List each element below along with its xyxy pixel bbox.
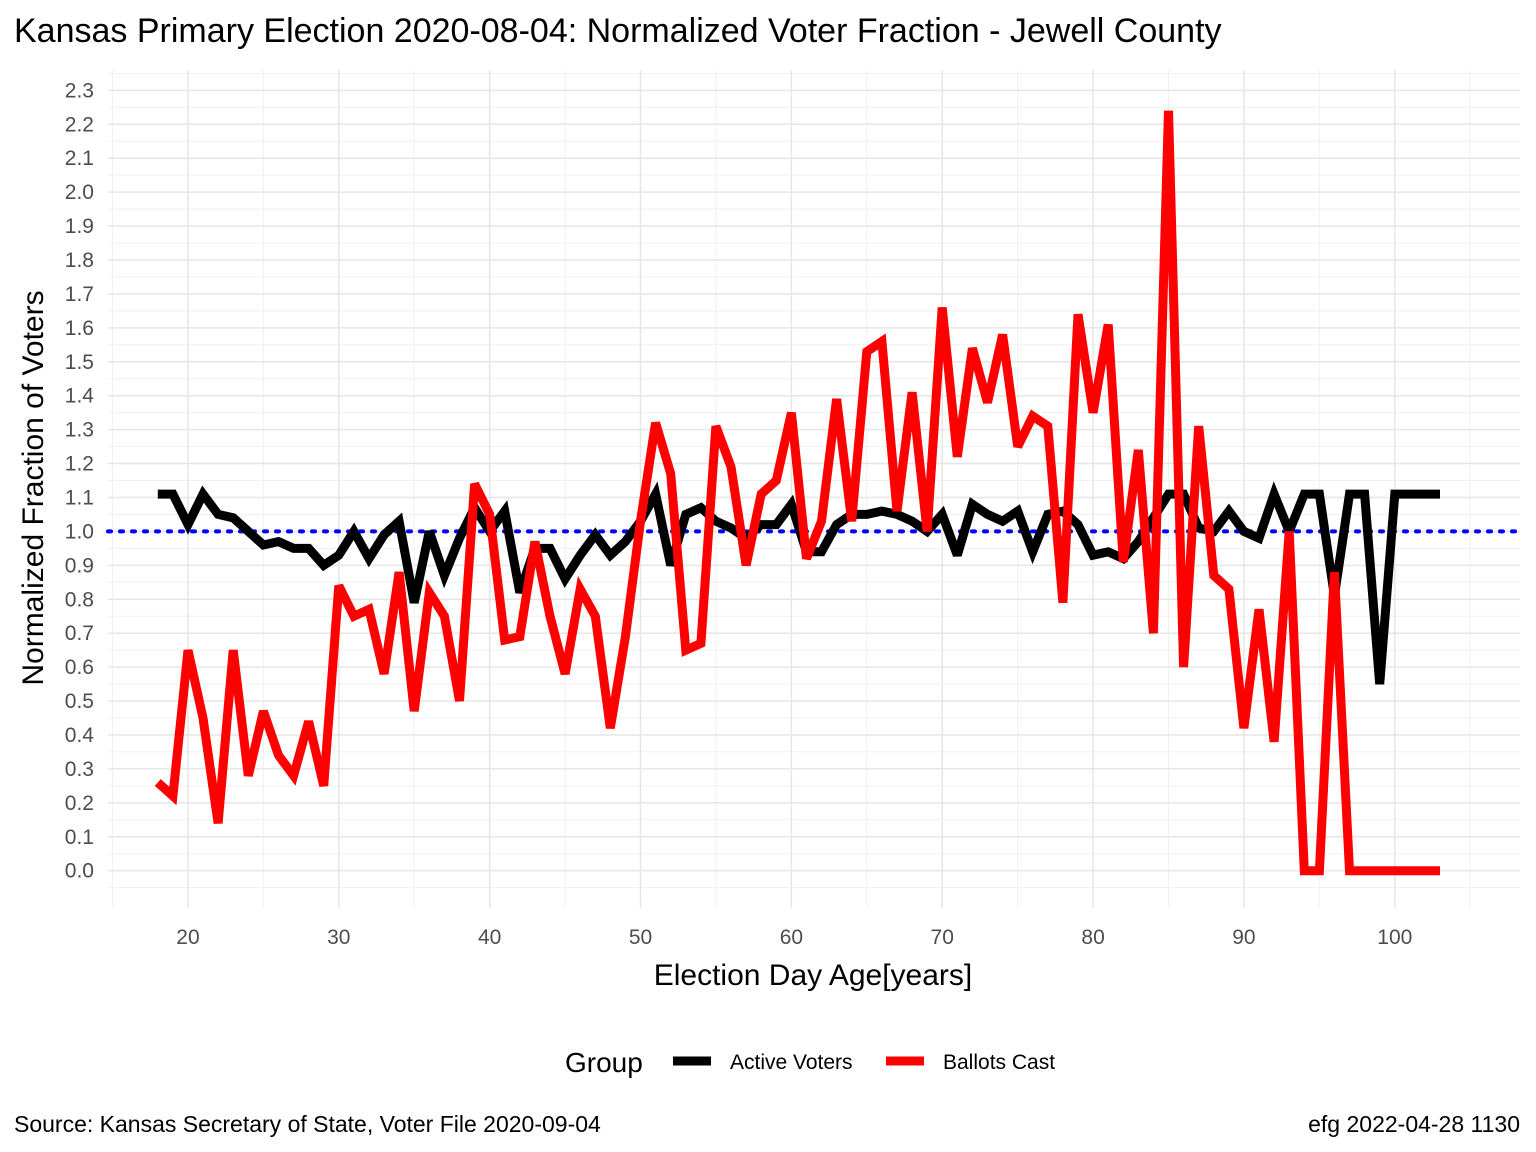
y-tick-label: 2.2 xyxy=(65,113,94,136)
y-tick-label: 0.2 xyxy=(65,792,94,815)
x-axis-title: Election Day Age[years] xyxy=(654,959,973,992)
y-tick-label: 2.0 xyxy=(65,181,94,204)
x-tick-label: 20 xyxy=(176,926,199,949)
y-tick-labels: 0.0 0.1 0.2 0.3 0.4 0.5 0.6 0.7 0.8 0.9 1.0 1.1 1.2 1… xyxy=(65,79,95,882)
legend-title: Group xyxy=(565,1047,643,1078)
minor-gridlines xyxy=(108,70,1520,908)
y-tick-label: 0.8 xyxy=(65,588,94,611)
y-tick-label: 1.4 xyxy=(65,385,95,408)
y-tick-label: 2.1 xyxy=(65,147,94,170)
x-tick-label: 80 xyxy=(1081,926,1104,949)
series-layer xyxy=(154,110,1440,876)
timestamp-caption: efg 2022-04-28 1130 xyxy=(1308,1111,1520,1137)
y-tick-label: 1.3 xyxy=(65,419,94,442)
y-axis-title: Normalized Fraction of Voters xyxy=(17,290,50,685)
y-tick-label: 1.7 xyxy=(65,283,94,306)
legend-label-active-voters: Active Voters xyxy=(730,1051,853,1074)
y-tick-label: 2.3 xyxy=(65,79,94,102)
y-tick-label: 0.5 xyxy=(65,690,94,713)
y-tick-label: 0.3 xyxy=(65,758,94,781)
x-tick-label: 40 xyxy=(478,926,501,949)
y-tick-label: 1.5 xyxy=(65,351,94,374)
y-tick-label: 1.2 xyxy=(65,453,94,476)
y-tick-label: 1.9 xyxy=(65,215,94,238)
y-tick-label: 0.7 xyxy=(65,622,94,645)
y-tick-label: 0.9 xyxy=(65,554,94,577)
x-tick-label: 70 xyxy=(931,926,954,949)
x-tick-label: 100 xyxy=(1377,926,1412,949)
major-gridlines xyxy=(108,70,1520,908)
x-tick-label: 60 xyxy=(780,926,803,949)
x-tick-label: 90 xyxy=(1232,926,1255,949)
x-tick-label: 30 xyxy=(327,926,350,949)
y-tick-label: 0.1 xyxy=(65,826,94,849)
x-tick-label: 50 xyxy=(629,926,652,949)
y-tick-label: 0.4 xyxy=(65,724,95,747)
legend-label-ballots-cast: Ballots Cast xyxy=(943,1051,1055,1074)
y-tick-label: 1.8 xyxy=(65,249,94,272)
x-tick-labels: 20 30 40 50 60 70 80 90 100 xyxy=(176,926,1412,949)
source-caption: Source: Kansas Secretary of State, Voter… xyxy=(14,1111,601,1137)
y-tick-label: 1.0 xyxy=(65,520,94,543)
y-tick-label: 1.1 xyxy=(65,486,94,509)
y-tick-label: 0.0 xyxy=(65,860,94,883)
series-line-ballots-cast xyxy=(154,110,1440,876)
y-tick-label: 0.6 xyxy=(65,656,94,679)
y-tick-label: 1.6 xyxy=(65,317,94,340)
legend: Group Active Voters Ballots Cast xyxy=(565,1047,1055,1078)
chart-title: Kansas Primary Election 2020-08-04: Norm… xyxy=(14,12,1222,50)
